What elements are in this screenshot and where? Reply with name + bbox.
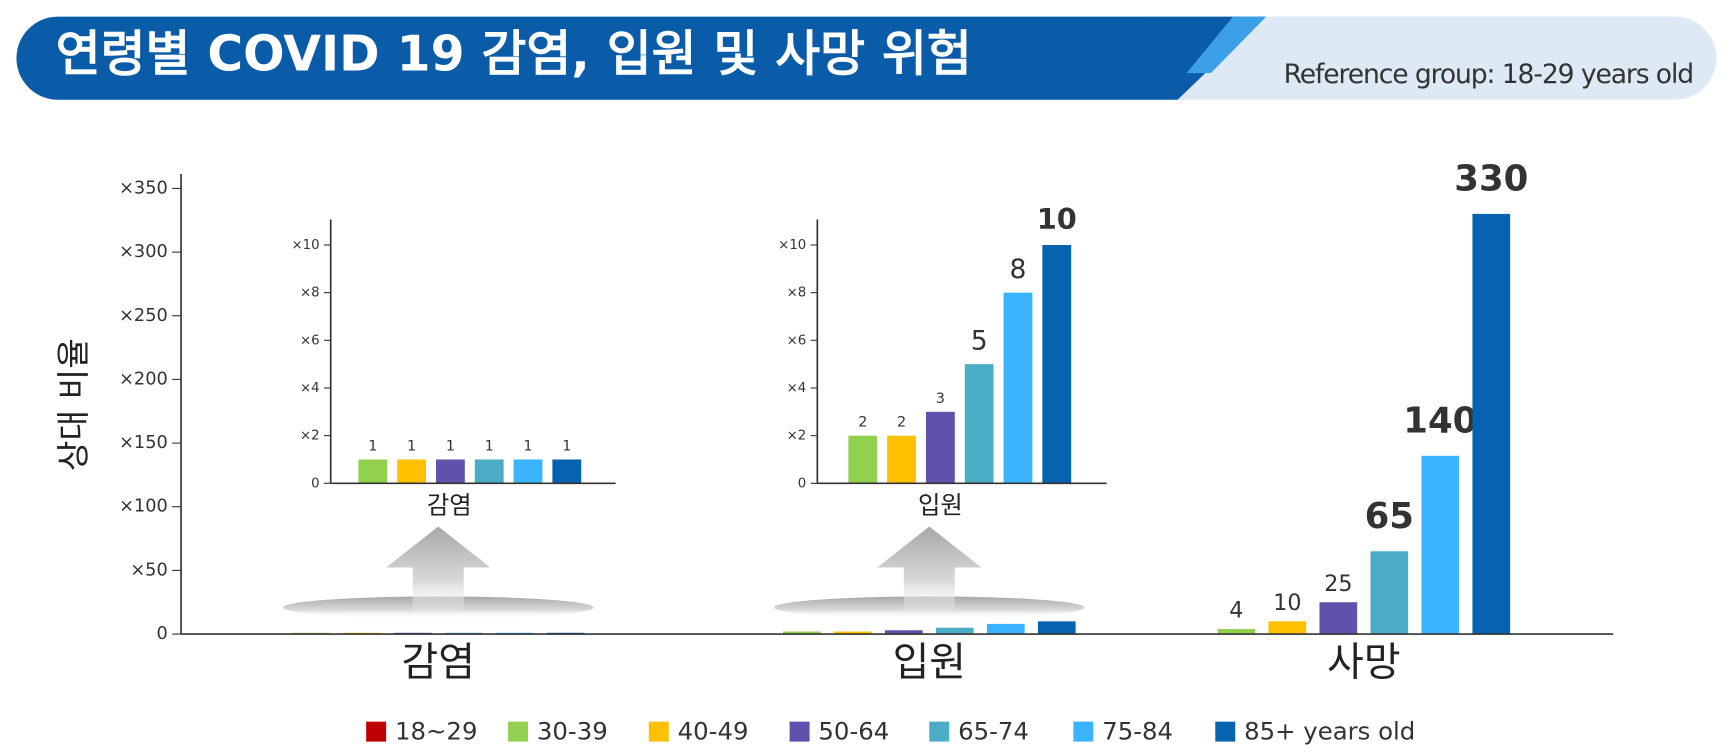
y-tick-label: 0 bbox=[798, 476, 806, 491]
data-label: 1 bbox=[368, 438, 377, 454]
data-label: 140 bbox=[1403, 401, 1477, 442]
y-tick-label: ×350 bbox=[119, 178, 168, 198]
header-accent bbox=[1186, 16, 1267, 74]
x-tick-label: 사망 bbox=[1327, 640, 1400, 686]
legend-label: 85+ years old bbox=[1244, 717, 1415, 746]
y-tick-label: ×2 bbox=[787, 429, 807, 444]
bar bbox=[964, 364, 994, 484]
data-label: 8 bbox=[1010, 254, 1027, 285]
bar bbox=[1421, 455, 1460, 635]
bar bbox=[887, 435, 916, 484]
data-label: 5 bbox=[971, 325, 988, 356]
x-tick-label: 감염 bbox=[402, 640, 475, 686]
legend-label: 65-74 bbox=[958, 717, 1029, 746]
y-tick-label: ×6 bbox=[787, 333, 807, 348]
bar bbox=[474, 459, 504, 484]
bar bbox=[436, 459, 465, 484]
y-tick-label: ×4 bbox=[787, 381, 807, 396]
bar bbox=[1037, 621, 1076, 635]
y-tick-label: 0 bbox=[311, 476, 319, 491]
bar bbox=[358, 459, 388, 484]
data-label: 3 bbox=[936, 391, 945, 407]
bar bbox=[1042, 244, 1072, 484]
bar bbox=[513, 459, 543, 484]
x-axis-label: 입원 bbox=[918, 491, 963, 520]
legend-swatch bbox=[1215, 721, 1236, 742]
arrow bbox=[283, 526, 594, 619]
legend-swatch bbox=[648, 721, 669, 742]
data-label: 1 bbox=[407, 438, 416, 454]
data-label: 25 bbox=[1324, 571, 1352, 597]
bar bbox=[1268, 621, 1307, 635]
data-label: 1 bbox=[562, 438, 571, 454]
legend-label: 75-84 bbox=[1102, 717, 1173, 746]
legend-swatch bbox=[929, 721, 950, 742]
legend-label: 30-39 bbox=[537, 717, 608, 746]
bar bbox=[782, 631, 821, 635]
x-axis-label: 감염 bbox=[427, 491, 472, 520]
y-tick-label: ×200 bbox=[119, 369, 168, 389]
legend-swatch bbox=[1073, 721, 1094, 742]
bar bbox=[552, 459, 582, 484]
data-label: 1 bbox=[485, 438, 494, 454]
header-pill bbox=[1108, 16, 1717, 100]
data-label: 65 bbox=[1365, 496, 1414, 537]
y-tick-label: ×50 bbox=[130, 560, 167, 580]
data-label: 1 bbox=[523, 438, 532, 454]
y-tick-label: ×150 bbox=[119, 433, 168, 453]
data-label: 10 bbox=[1273, 590, 1301, 616]
data-label: 2 bbox=[858, 415, 867, 431]
bar bbox=[884, 630, 923, 635]
y-tick-label: ×8 bbox=[787, 286, 807, 301]
data-label: 2 bbox=[897, 415, 906, 431]
data-label: 4 bbox=[1229, 598, 1243, 624]
y-tick-label: ×250 bbox=[119, 306, 168, 326]
bar bbox=[986, 623, 1025, 635]
header-band bbox=[16, 16, 1265, 100]
page-title: 연령별 COVID 19 감염, 입원 및 사망 위험 bbox=[56, 26, 972, 83]
y-tick-label: ×10 bbox=[292, 238, 320, 253]
y-axis-label: 상대 비율 bbox=[54, 338, 93, 471]
legend-label: 50-64 bbox=[818, 717, 889, 746]
y-tick-label: ×100 bbox=[119, 497, 168, 517]
y-tick-label: ×8 bbox=[300, 286, 320, 301]
y-tick-label: ×300 bbox=[119, 242, 168, 262]
bar bbox=[833, 631, 872, 635]
legend-swatch bbox=[789, 721, 810, 742]
y-tick-label: ×4 bbox=[300, 381, 320, 396]
bar bbox=[935, 627, 974, 635]
reference-note: Reference group: 18-29 years old bbox=[1284, 59, 1693, 90]
legend-swatch bbox=[366, 721, 387, 742]
data-label: 10 bbox=[1037, 202, 1077, 236]
bar bbox=[848, 435, 878, 484]
arrow bbox=[774, 526, 1085, 619]
bar bbox=[1217, 628, 1256, 635]
legend-label: 18~29 bbox=[395, 717, 477, 746]
data-label: 1 bbox=[446, 438, 455, 454]
legend-label: 40-49 bbox=[678, 717, 749, 746]
x-tick-label: 입원 bbox=[893, 640, 966, 686]
bar bbox=[1003, 292, 1033, 484]
bar bbox=[1472, 213, 1511, 635]
legend-swatch bbox=[508, 721, 529, 742]
y-tick-label: ×10 bbox=[778, 238, 806, 253]
y-tick-label: ×6 bbox=[300, 333, 320, 348]
bar bbox=[925, 411, 955, 484]
bar bbox=[1370, 551, 1409, 635]
y-tick-label: 0 bbox=[156, 624, 167, 644]
data-label: 330 bbox=[1454, 159, 1528, 200]
bar bbox=[1319, 602, 1358, 635]
bar bbox=[397, 459, 427, 484]
y-tick-label: ×2 bbox=[300, 429, 320, 444]
